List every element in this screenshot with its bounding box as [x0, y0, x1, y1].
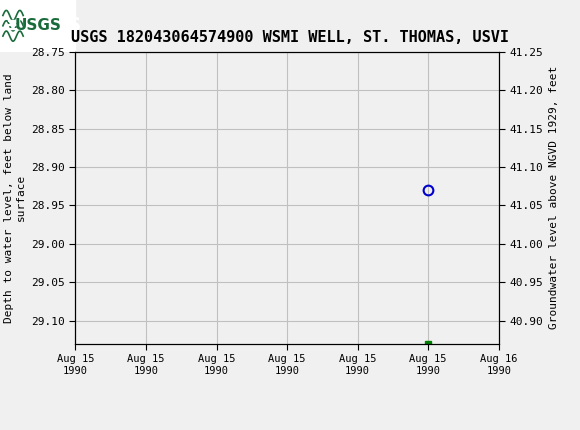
Y-axis label: Depth to water level, feet below land
surface: Depth to water level, feet below land su…	[4, 73, 26, 322]
Text: ≡USGS: ≡USGS	[6, 16, 82, 35]
Y-axis label: Groundwater level above NGVD 1929, feet: Groundwater level above NGVD 1929, feet	[549, 66, 559, 329]
Bar	[0, 0, 75, 52]
Text: USGS: USGS	[14, 18, 61, 33]
Text: USGS 182043064574900 WSMI WELL, ST. THOMAS, USVI: USGS 182043064574900 WSMI WELL, ST. THOM…	[71, 30, 509, 45]
